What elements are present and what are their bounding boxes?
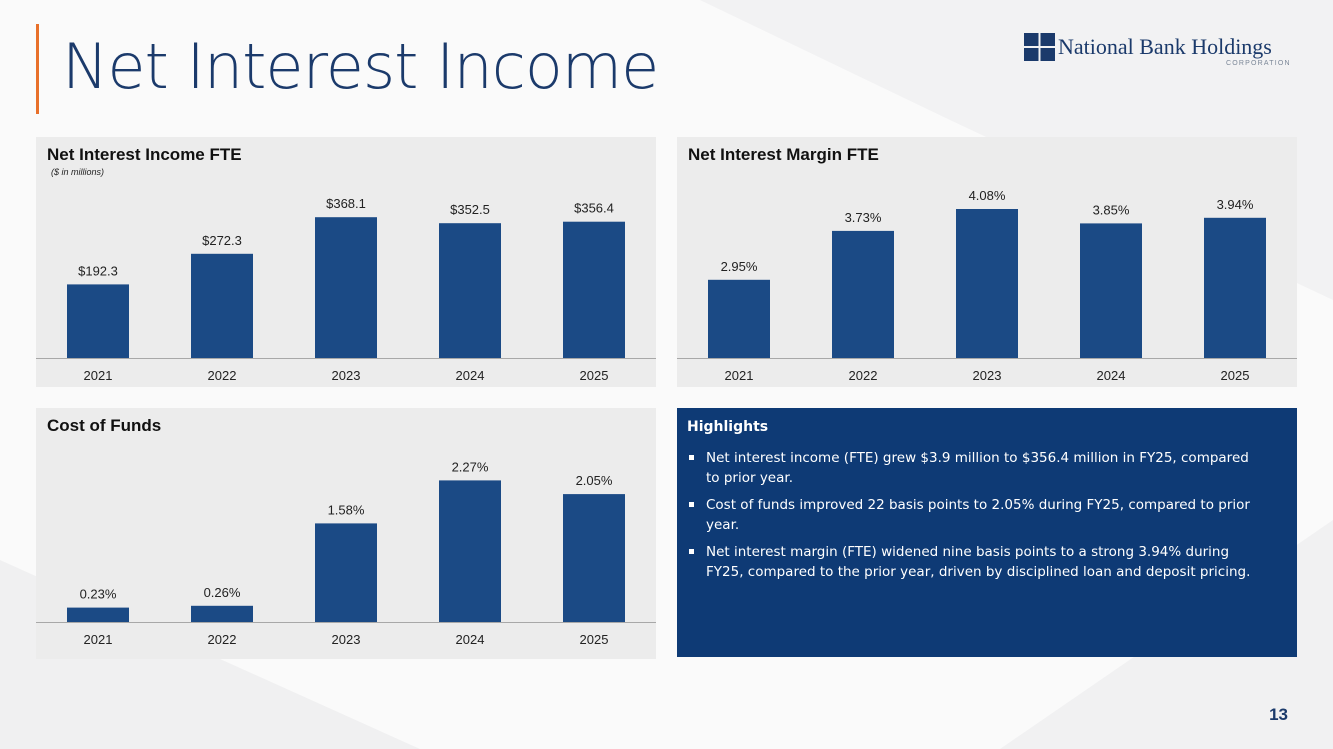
x-tick-label: 2023 (332, 632, 361, 647)
page-title: Net Interest Income (62, 30, 659, 103)
logo-name: National Bank Holdings (1058, 34, 1272, 59)
data-label: $368.1 (326, 196, 366, 211)
highlights-title: Highlights (687, 419, 769, 435)
highlight-item: Cost of funds improved 22 basis points t… (687, 495, 1262, 535)
chart-title: Net Interest Income FTE (47, 145, 242, 164)
highlights-list: Net interest income (FTE) grew $3.9 mill… (687, 448, 1262, 589)
highlight-item: Net interest margin (FTE) widened nine b… (687, 542, 1262, 582)
bar-2022 (191, 605, 253, 622)
title-accent-bar (36, 24, 39, 114)
square-bullet-icon (689, 455, 694, 460)
data-label: 3.85% (1093, 202, 1130, 217)
nii-chart-panel: Net Interest Income FTE ($ in millions) … (36, 137, 656, 387)
data-label: $192.3 (78, 263, 118, 278)
bar-2022 (832, 230, 894, 358)
data-label: 2.95% (721, 259, 758, 274)
x-tick-label: 2023 (973, 368, 1002, 383)
data-label: $272.3 (202, 233, 242, 248)
x-tick-label: 2021 (84, 632, 113, 647)
bar-2021 (67, 284, 129, 358)
highlight-text: Net interest margin (FTE) widened nine b… (706, 544, 1251, 580)
chart-subtitle: ($ in millions) (51, 167, 105, 177)
bar-2023 (956, 209, 1018, 358)
company-logo: National Bank Holdings CORPORATION (1024, 33, 1292, 71)
x-tick-label: 2024 (456, 368, 485, 383)
bar-2023 (315, 217, 377, 358)
logo-mark-icon (1024, 33, 1055, 61)
nim-chart-panel: Net Interest Margin FTE 2.95% 2021 3.73% 20… (677, 137, 1297, 387)
bar-2024 (439, 223, 501, 358)
data-label: 0.26% (204, 585, 241, 600)
square-bullet-icon (689, 502, 694, 507)
nim-bar-chart: 2.95% 2021 3.73% 2022 4.08% 2023 3.85% 2024 3.94… (677, 188, 1297, 383)
x-tick-label: 2025 (1221, 368, 1250, 383)
bar-2024 (439, 480, 501, 622)
x-tick-label: 2022 (849, 368, 878, 383)
bar-2025 (563, 221, 625, 358)
data-label: $356.4 (574, 201, 614, 216)
cof-chart-panel: Cost of Funds 0.23% 2021 0.26% 2022 1.58% 202… (36, 408, 656, 659)
nii-bar-chart: $192.3 2021 $272.3 2022 $368.1 2023 $352.5 2024… (36, 196, 656, 383)
highlights-panel: Highlights Net interest income (FTE) gre… (677, 408, 1297, 657)
bar-2023 (315, 523, 377, 622)
bar-2022 (191, 253, 253, 358)
chart-title: Net Interest Margin FTE (688, 145, 879, 164)
cof-bar-chart: 0.23% 2021 0.26% 2022 1.58% 2023 2.27% 2024 2.05… (36, 459, 656, 647)
x-tick-label: 2025 (580, 368, 609, 383)
chart-title: Cost of Funds (47, 416, 162, 435)
x-tick-label: 2021 (725, 368, 754, 383)
square-bullet-icon (689, 549, 694, 554)
data-label: 3.94% (1217, 197, 1254, 212)
data-label: 2.27% (452, 459, 489, 474)
bar-2024 (1080, 223, 1142, 358)
x-tick-label: 2024 (456, 632, 485, 647)
bar-2021 (67, 607, 129, 622)
bar-2025 (1204, 217, 1266, 358)
x-tick-label: 2024 (1097, 368, 1126, 383)
data-label: 1.58% (328, 502, 365, 517)
logo-subtitle: CORPORATION (1226, 60, 1291, 67)
data-label: 3.73% (845, 210, 882, 225)
data-label: 2.05% (576, 473, 613, 488)
x-tick-label: 2023 (332, 368, 361, 383)
highlight-text: Cost of funds improved 22 basis points t… (706, 497, 1250, 533)
data-label: 0.23% (80, 587, 117, 602)
data-label: $352.5 (450, 202, 490, 217)
page-number: 13 (1269, 705, 1288, 724)
bar-2025 (563, 494, 625, 622)
x-tick-label: 2021 (84, 368, 113, 383)
data-label: 4.08% (969, 188, 1006, 203)
x-tick-label: 2022 (208, 632, 237, 647)
x-tick-label: 2025 (580, 632, 609, 647)
highlight-item: Net interest income (FTE) grew $3.9 mill… (687, 448, 1262, 488)
highlight-text: Net interest income (FTE) grew $3.9 mill… (706, 450, 1249, 486)
x-tick-label: 2022 (208, 368, 237, 383)
bar-2021 (708, 279, 770, 358)
